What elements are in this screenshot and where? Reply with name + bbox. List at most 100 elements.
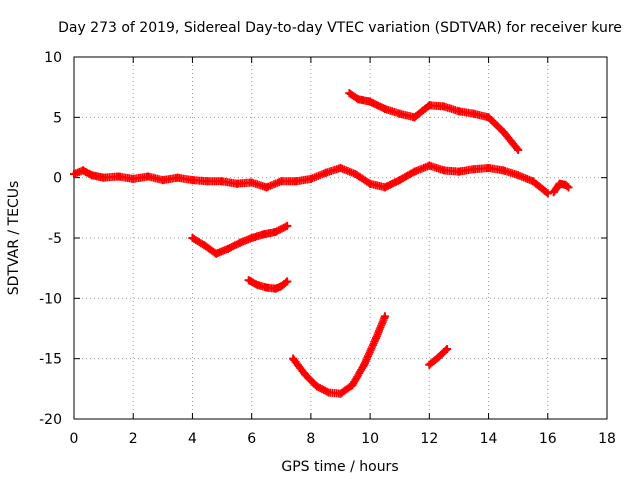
data-point xyxy=(499,166,508,175)
data-point xyxy=(528,177,537,186)
data-point xyxy=(253,281,262,290)
data-point xyxy=(351,170,360,179)
y-tick-label: -5 xyxy=(48,231,62,247)
series-minus-nine-arc xyxy=(244,276,292,293)
y-tick-label: -20 xyxy=(39,412,62,428)
data-point xyxy=(336,164,345,173)
data-point xyxy=(372,334,381,343)
data-point xyxy=(271,284,280,293)
x-tick-label: 12 xyxy=(420,431,438,447)
data-point xyxy=(345,89,354,98)
data-point xyxy=(283,277,292,286)
data-point xyxy=(289,354,298,363)
data-point xyxy=(173,173,182,182)
data-point xyxy=(514,171,523,180)
data-point xyxy=(247,178,256,187)
data-point xyxy=(484,113,493,122)
data-point xyxy=(244,276,253,285)
plot-frame xyxy=(73,56,608,420)
data-point xyxy=(410,113,419,122)
data-point xyxy=(223,244,232,253)
data-point xyxy=(380,104,389,113)
data-point xyxy=(555,179,564,188)
series-upper-arc xyxy=(345,89,523,154)
data-point xyxy=(440,166,449,175)
data-point xyxy=(99,173,108,182)
data-point xyxy=(324,388,333,397)
data-point xyxy=(564,183,573,192)
x-tick-label: 4 xyxy=(188,431,197,447)
y-axis-label: SDTVAR / TECUs xyxy=(6,181,22,296)
data-point xyxy=(114,172,123,181)
axis-ticks: 0 2 4 6 8 10 12 14 16 18 10 5 0 -5 -10 -15 -20 xyxy=(39,50,616,447)
series-deep-u-arc xyxy=(289,312,389,398)
series-markers xyxy=(345,89,523,154)
data-point xyxy=(360,360,369,369)
x-axis-label: GPS time / hours xyxy=(281,459,398,475)
data-point xyxy=(232,179,241,188)
data-point xyxy=(380,312,389,321)
x-tick-label: 14 xyxy=(480,431,498,447)
x-tick-label: 6 xyxy=(247,431,256,447)
data-point xyxy=(306,174,315,183)
data-point xyxy=(469,165,478,174)
data-point xyxy=(283,221,292,230)
data-point xyxy=(395,176,404,185)
chart-title: Day 273 of 2019, Sidereal Day-to-day VTE… xyxy=(58,20,622,36)
data-point xyxy=(78,166,87,175)
data-point xyxy=(259,230,268,239)
data-point xyxy=(484,164,493,173)
data-point xyxy=(212,249,221,258)
x-tick-label: 18 xyxy=(598,431,616,447)
data-points xyxy=(70,89,573,398)
data-point xyxy=(425,101,434,110)
data-point xyxy=(543,189,552,198)
series-minus-five-arc xyxy=(188,221,292,258)
y-tick-label: 0 xyxy=(53,171,62,187)
data-point xyxy=(425,360,434,369)
data-point xyxy=(380,183,389,192)
data-point xyxy=(454,167,463,176)
data-point xyxy=(321,168,330,177)
data-point xyxy=(499,127,508,136)
grid xyxy=(74,57,607,419)
data-point xyxy=(300,370,309,379)
data-point xyxy=(366,179,375,188)
data-point xyxy=(203,177,212,186)
data-point xyxy=(410,167,419,176)
data-point xyxy=(312,382,321,391)
data-point xyxy=(366,97,375,106)
data-point xyxy=(235,238,244,247)
data-point xyxy=(218,177,227,186)
data-point xyxy=(271,227,280,236)
data-point xyxy=(262,283,271,292)
data-point xyxy=(434,353,443,362)
data-point xyxy=(336,389,345,398)
data-point xyxy=(440,102,449,111)
x-tick-label: 16 xyxy=(539,431,557,447)
data-point xyxy=(188,234,197,242)
data-point xyxy=(158,176,167,185)
data-point xyxy=(262,183,271,192)
data-point xyxy=(188,176,197,185)
data-point xyxy=(129,174,138,183)
data-point xyxy=(70,170,78,179)
data-point xyxy=(144,172,153,181)
series-markers xyxy=(244,276,292,293)
x-tick-label: 10 xyxy=(361,431,379,447)
y-tick-label: -10 xyxy=(39,291,62,307)
series-small-segment xyxy=(425,345,452,369)
y-tick-label: 5 xyxy=(53,110,62,126)
data-point xyxy=(354,95,363,104)
y-tick-label: 10 xyxy=(44,50,62,66)
data-point xyxy=(469,109,478,118)
data-point xyxy=(247,234,256,242)
data-point xyxy=(443,345,452,354)
data-point xyxy=(348,381,357,390)
data-point xyxy=(454,107,463,116)
y-tick-label: -15 xyxy=(39,352,62,368)
data-point xyxy=(514,145,523,154)
series-tail-right xyxy=(549,179,573,197)
data-point xyxy=(425,161,434,170)
